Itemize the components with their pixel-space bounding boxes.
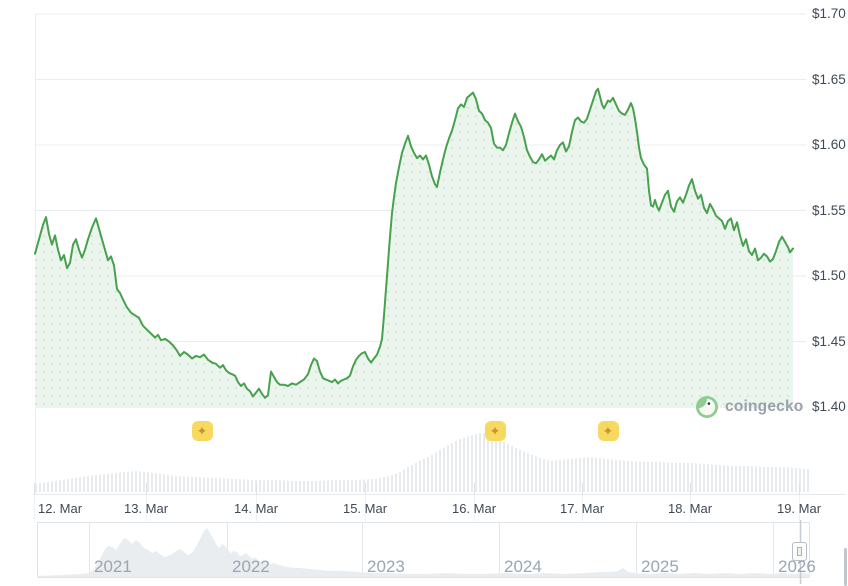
- y-axis-label: $1.40: [812, 399, 846, 414]
- x-axis-label: 13. Mar: [123, 501, 169, 516]
- y-axis-label: $1.65: [812, 71, 846, 87]
- year-label: 2025: [641, 557, 679, 576]
- navigator-handle[interactable]: [792, 542, 807, 561]
- event-badge[interactable]: ✦: [597, 421, 619, 441]
- y-axis-label: $1.50: [812, 268, 846, 283]
- year-label: 2024: [504, 557, 542, 576]
- x-axis-label: 17. Mar: [559, 501, 605, 516]
- sparkle-icon: ✦: [196, 423, 208, 438]
- y-axis-label: $1.45: [812, 333, 846, 349]
- x-axis-label: 18. Mar: [667, 501, 713, 516]
- year-label: 2026: [778, 557, 816, 576]
- x-axis-label: 12. Mar: [38, 501, 83, 516]
- sparkle-icon: ✦: [602, 423, 614, 438]
- x-axis-label: 16. Mar: [451, 501, 497, 516]
- y-axis-label: $1.60: [812, 137, 846, 152]
- event-badge[interactable]: ✦: [484, 421, 506, 441]
- year-label: 2023: [367, 557, 405, 576]
- coingecko-brand-text: coingecko: [725, 398, 804, 415]
- year-label: 2021: [94, 557, 132, 576]
- coingecko-gecko-icon: [696, 396, 718, 418]
- navigator-handle-grip-icon: [797, 547, 802, 556]
- y-axis-label: $1.70: [812, 6, 846, 21]
- x-axis-label: 14. Mar: [233, 501, 279, 516]
- coingecko-watermark: coingecko: [695, 395, 803, 419]
- x-axis-label: 15. Mar: [342, 501, 388, 516]
- scrollbar-thumb[interactable]: [844, 548, 847, 586]
- y-axis-label: $1.55: [812, 202, 846, 218]
- x-axis-label: 19. Mar: [776, 501, 822, 516]
- sparkle-icon: ✦: [489, 423, 501, 438]
- year-label: 2022: [232, 557, 270, 576]
- event-badge[interactable]: ✦: [191, 421, 213, 441]
